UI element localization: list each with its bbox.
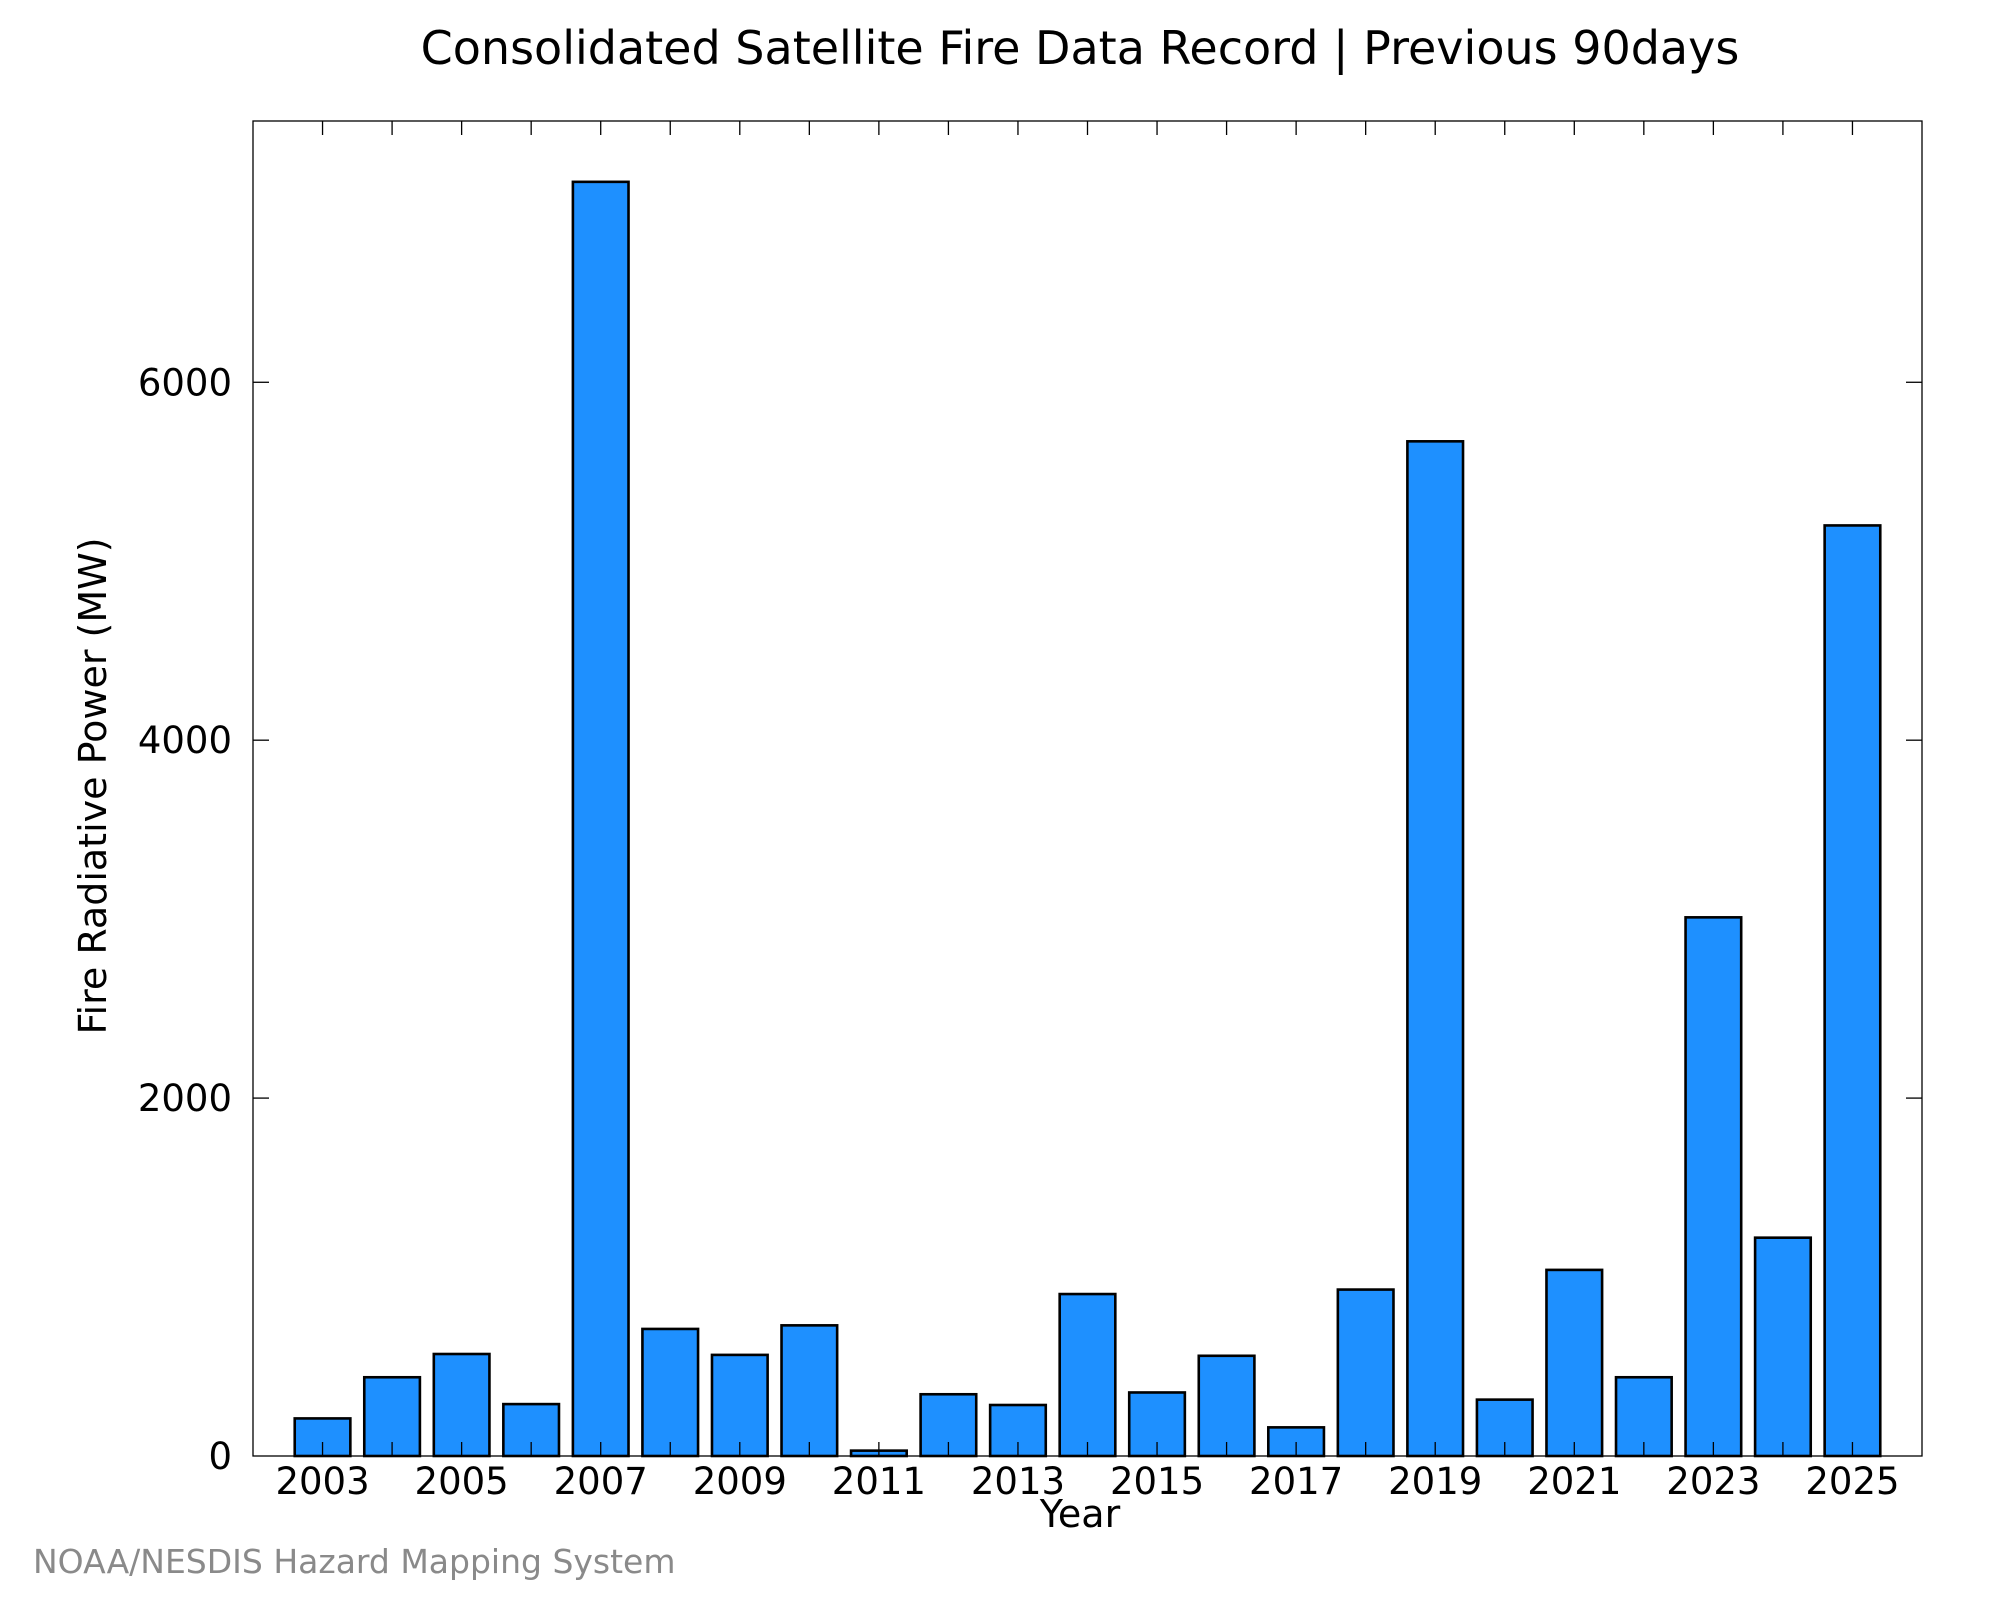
source-note: NOAA/NESDIS Hazard Mapping System <box>33 1542 676 1581</box>
bar-2023 <box>1684 916 1743 1458</box>
y-axis-label: Fire Radiative Power (MW) <box>71 537 115 1034</box>
bar-2014 <box>1058 1292 1117 1458</box>
y-tick-label-0: 0 <box>208 1435 232 1478</box>
x-tick-label-2011: 2011 <box>832 1460 926 1503</box>
bar-2010 <box>780 1324 839 1458</box>
bar-2019 <box>1406 440 1465 1458</box>
y-tick-label-4000: 4000 <box>138 719 232 762</box>
x-tick-label-2019: 2019 <box>1388 1460 1482 1503</box>
x-tick-label-2007: 2007 <box>554 1460 648 1503</box>
bar-2005 <box>432 1352 491 1458</box>
x-tick-label-2021: 2021 <box>1527 1460 1621 1503</box>
x-tick-label-2003: 2003 <box>275 1460 369 1503</box>
bar-2025 <box>1823 524 1882 1458</box>
chart-title: Consolidated Satellite Fire Data Record … <box>421 21 1740 76</box>
bar-2009 <box>710 1353 769 1458</box>
x-tick-label-2013: 2013 <box>971 1460 1065 1503</box>
plot-frame <box>252 120 1923 1457</box>
bar-2008 <box>641 1327 700 1458</box>
y-tick-label-6000: 6000 <box>138 361 232 404</box>
plot-area: 2003 2005 2007 2009 2011 2013 2015 2017 2019 2021… <box>138 120 1923 1503</box>
bar-2024 <box>1753 1236 1813 1458</box>
bar-2016 <box>1197 1354 1256 1458</box>
x-tick-label-2017: 2017 <box>1249 1460 1343 1503</box>
x-tick-label-2005: 2005 <box>415 1460 509 1503</box>
x-axis-label: Year <box>1039 1492 1121 1536</box>
x-tick-label-2025: 2025 <box>1805 1460 1899 1503</box>
bar-2021 <box>1545 1268 1604 1458</box>
y-tick-label-2000: 2000 <box>138 1077 232 1120</box>
bar-2007 <box>571 180 630 1458</box>
x-tick-label-2009: 2009 <box>693 1460 787 1503</box>
bar-2018 <box>1336 1288 1395 1458</box>
x-tick-label-2015: 2015 <box>1110 1460 1204 1503</box>
x-tick-label-2023: 2023 <box>1666 1460 1760 1503</box>
